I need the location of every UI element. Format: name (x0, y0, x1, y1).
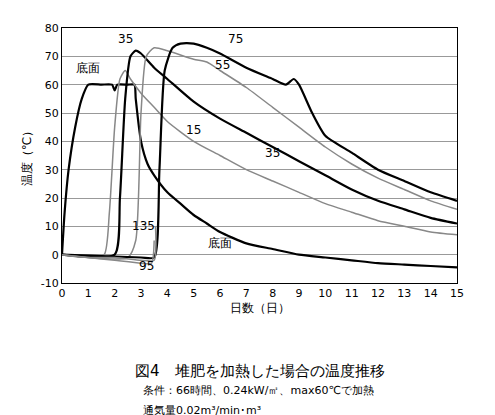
svg-text:40: 40 (45, 135, 59, 148)
svg-text:55: 55 (215, 58, 230, 72)
svg-text:3: 3 (138, 287, 145, 300)
svg-text:2: 2 (111, 287, 118, 300)
svg-text:8: 8 (269, 287, 276, 300)
svg-text:-10: -10 (41, 277, 59, 290)
svg-text:5: 5 (190, 287, 197, 300)
svg-text:80: 80 (45, 22, 59, 35)
svg-text:35: 35 (118, 32, 133, 46)
svg-text:15: 15 (450, 287, 464, 300)
svg-text:12: 12 (371, 287, 385, 300)
svg-text:30: 30 (45, 164, 59, 177)
svg-text:底面: 底面 (208, 236, 232, 250)
svg-text:60: 60 (45, 79, 59, 92)
svg-text:図4 堆肥を加熱した場合の温度推移: 図4 堆肥を加熱した場合の温度推移 (135, 362, 385, 380)
svg-text:0: 0 (52, 249, 59, 262)
svg-text:温度（℃）: 温度（℃） (20, 125, 34, 186)
svg-text:日数（日）: 日数（日） (230, 301, 290, 315)
svg-text:9: 9 (296, 287, 303, 300)
svg-text:6: 6 (217, 287, 224, 300)
svg-text:7: 7 (243, 287, 250, 300)
svg-text:11: 11 (345, 287, 359, 300)
svg-text:15: 15 (186, 123, 201, 137)
svg-text:35: 35 (265, 146, 280, 160)
svg-text:1: 1 (85, 287, 92, 300)
svg-text:13: 13 (397, 287, 411, 300)
svg-text:条件：66時間、0.24kW/㎡、max60℃で加熱: 条件：66時間、0.24kW/㎡、max60℃で加熱 (143, 384, 374, 397)
svg-text:70: 70 (45, 50, 59, 63)
svg-text:14: 14 (424, 287, 438, 300)
svg-text:底面: 底面 (76, 61, 100, 75)
svg-text:75: 75 (228, 32, 243, 46)
svg-text:95: 95 (139, 259, 154, 273)
svg-text:4: 4 (164, 287, 171, 300)
svg-text:50: 50 (45, 107, 59, 120)
svg-text:20: 20 (45, 192, 59, 205)
svg-text:10: 10 (45, 220, 59, 233)
svg-text:10: 10 (318, 287, 332, 300)
svg-text:0: 0 (59, 287, 66, 300)
svg-text:135: 135 (132, 219, 155, 233)
svg-text:通気量0.02m³/min･m³: 通気量0.02m³/min･m³ (143, 404, 261, 415)
